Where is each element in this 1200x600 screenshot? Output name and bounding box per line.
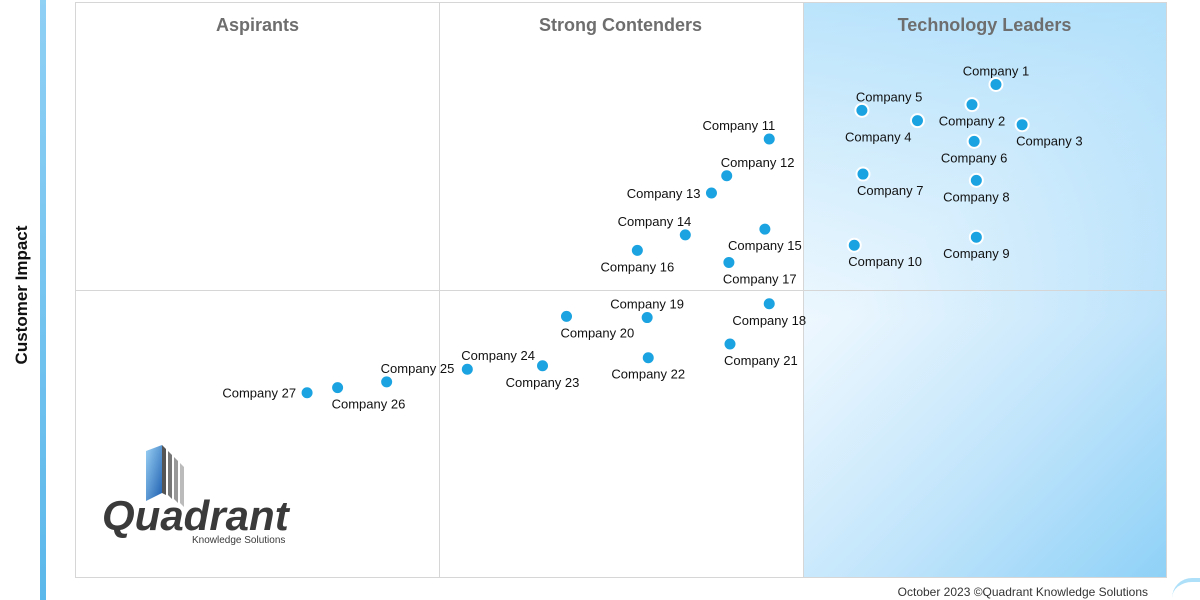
point-company-22 [640, 350, 656, 366]
label-company-8: Company 8 [943, 189, 1009, 204]
point-company-26 [330, 380, 346, 396]
y-axis-bar [40, 0, 46, 600]
label-company-14: Company 14 [618, 214, 692, 229]
label-company-6: Company 6 [941, 150, 1007, 165]
point-company-2 [964, 97, 980, 113]
logo-brand-text: Quadrant [102, 492, 291, 540]
quadrant-logo: Quadrant Knowledge Solutions [102, 445, 291, 546]
corner-decoration [1172, 578, 1200, 600]
quadrant-title-aspirants: Aspirants [215, 15, 300, 35]
point-company-18 [761, 296, 777, 312]
point-company-1 [988, 77, 1004, 93]
point-company-9 [968, 229, 984, 245]
quadrant-title-technology-leaders: Technology Leaders [897, 15, 1072, 35]
point-company-20 [559, 308, 574, 324]
divider-horizontal [76, 290, 1166, 291]
point-company-12 [719, 168, 735, 184]
label-company-13: Company 13 [627, 186, 701, 201]
point-company-14 [677, 227, 693, 243]
label-company-25: Company 25 [381, 361, 455, 376]
label-company-7: Company 7 [857, 183, 923, 198]
point-company-17 [721, 254, 737, 270]
footer-copyright: October 2023 ©Quadrant Knowledge Solutio… [897, 585, 1148, 599]
label-company-22: Company 22 [611, 367, 685, 382]
point-company-4 [909, 113, 925, 129]
point-company-13 [703, 185, 719, 201]
label-company-27: Company 27 [222, 386, 296, 401]
point-company-27 [299, 385, 315, 401]
point-company-11 [761, 131, 777, 147]
label-company-20: Company 20 [561, 325, 635, 340]
label-company-16: Company 16 [600, 259, 674, 274]
point-company-25 [379, 374, 395, 390]
point-company-10 [846, 237, 862, 253]
label-company-10: Company 10 [848, 254, 922, 269]
label-company-24: Company 24 [461, 348, 535, 363]
point-company-8 [968, 172, 984, 188]
point-company-6 [966, 133, 982, 149]
point-company-15 [757, 221, 773, 237]
point-company-3 [1014, 117, 1030, 133]
label-company-15: Company 15 [728, 238, 802, 253]
label-company-12: Company 12 [721, 155, 795, 170]
label-company-23: Company 23 [506, 375, 580, 390]
point-company-19 [639, 310, 655, 326]
point-company-21 [722, 336, 738, 352]
label-company-1: Company 1 [963, 64, 1029, 79]
point-company-5 [854, 102, 870, 118]
label-company-26: Company 26 [332, 397, 406, 412]
label-company-5: Company 5 [856, 89, 922, 104]
point-company-23 [535, 358, 551, 374]
label-company-11: Company 11 [702, 118, 775, 133]
logo-tagline-text: Knowledge Solutions [192, 535, 285, 546]
label-company-17: Company 17 [723, 271, 797, 286]
label-company-21: Company 21 [724, 353, 798, 368]
quadrant-title-strong-contenders: Strong Contenders [538, 15, 702, 35]
point-company-24 [459, 361, 475, 377]
quadrant-plot-area: Aspirants Strong Contenders Technology L… [75, 2, 1167, 578]
label-company-9: Company 9 [943, 246, 1009, 261]
point-company-16 [629, 242, 645, 258]
label-company-2: Company 2 [939, 114, 1005, 129]
point-company-7 [855, 166, 871, 182]
label-company-4: Company 4 [845, 130, 911, 145]
label-company-18: Company 18 [732, 313, 806, 328]
label-company-19: Company 19 [610, 297, 684, 312]
label-company-3: Company 3 [1016, 134, 1082, 149]
book-icon [146, 445, 184, 507]
